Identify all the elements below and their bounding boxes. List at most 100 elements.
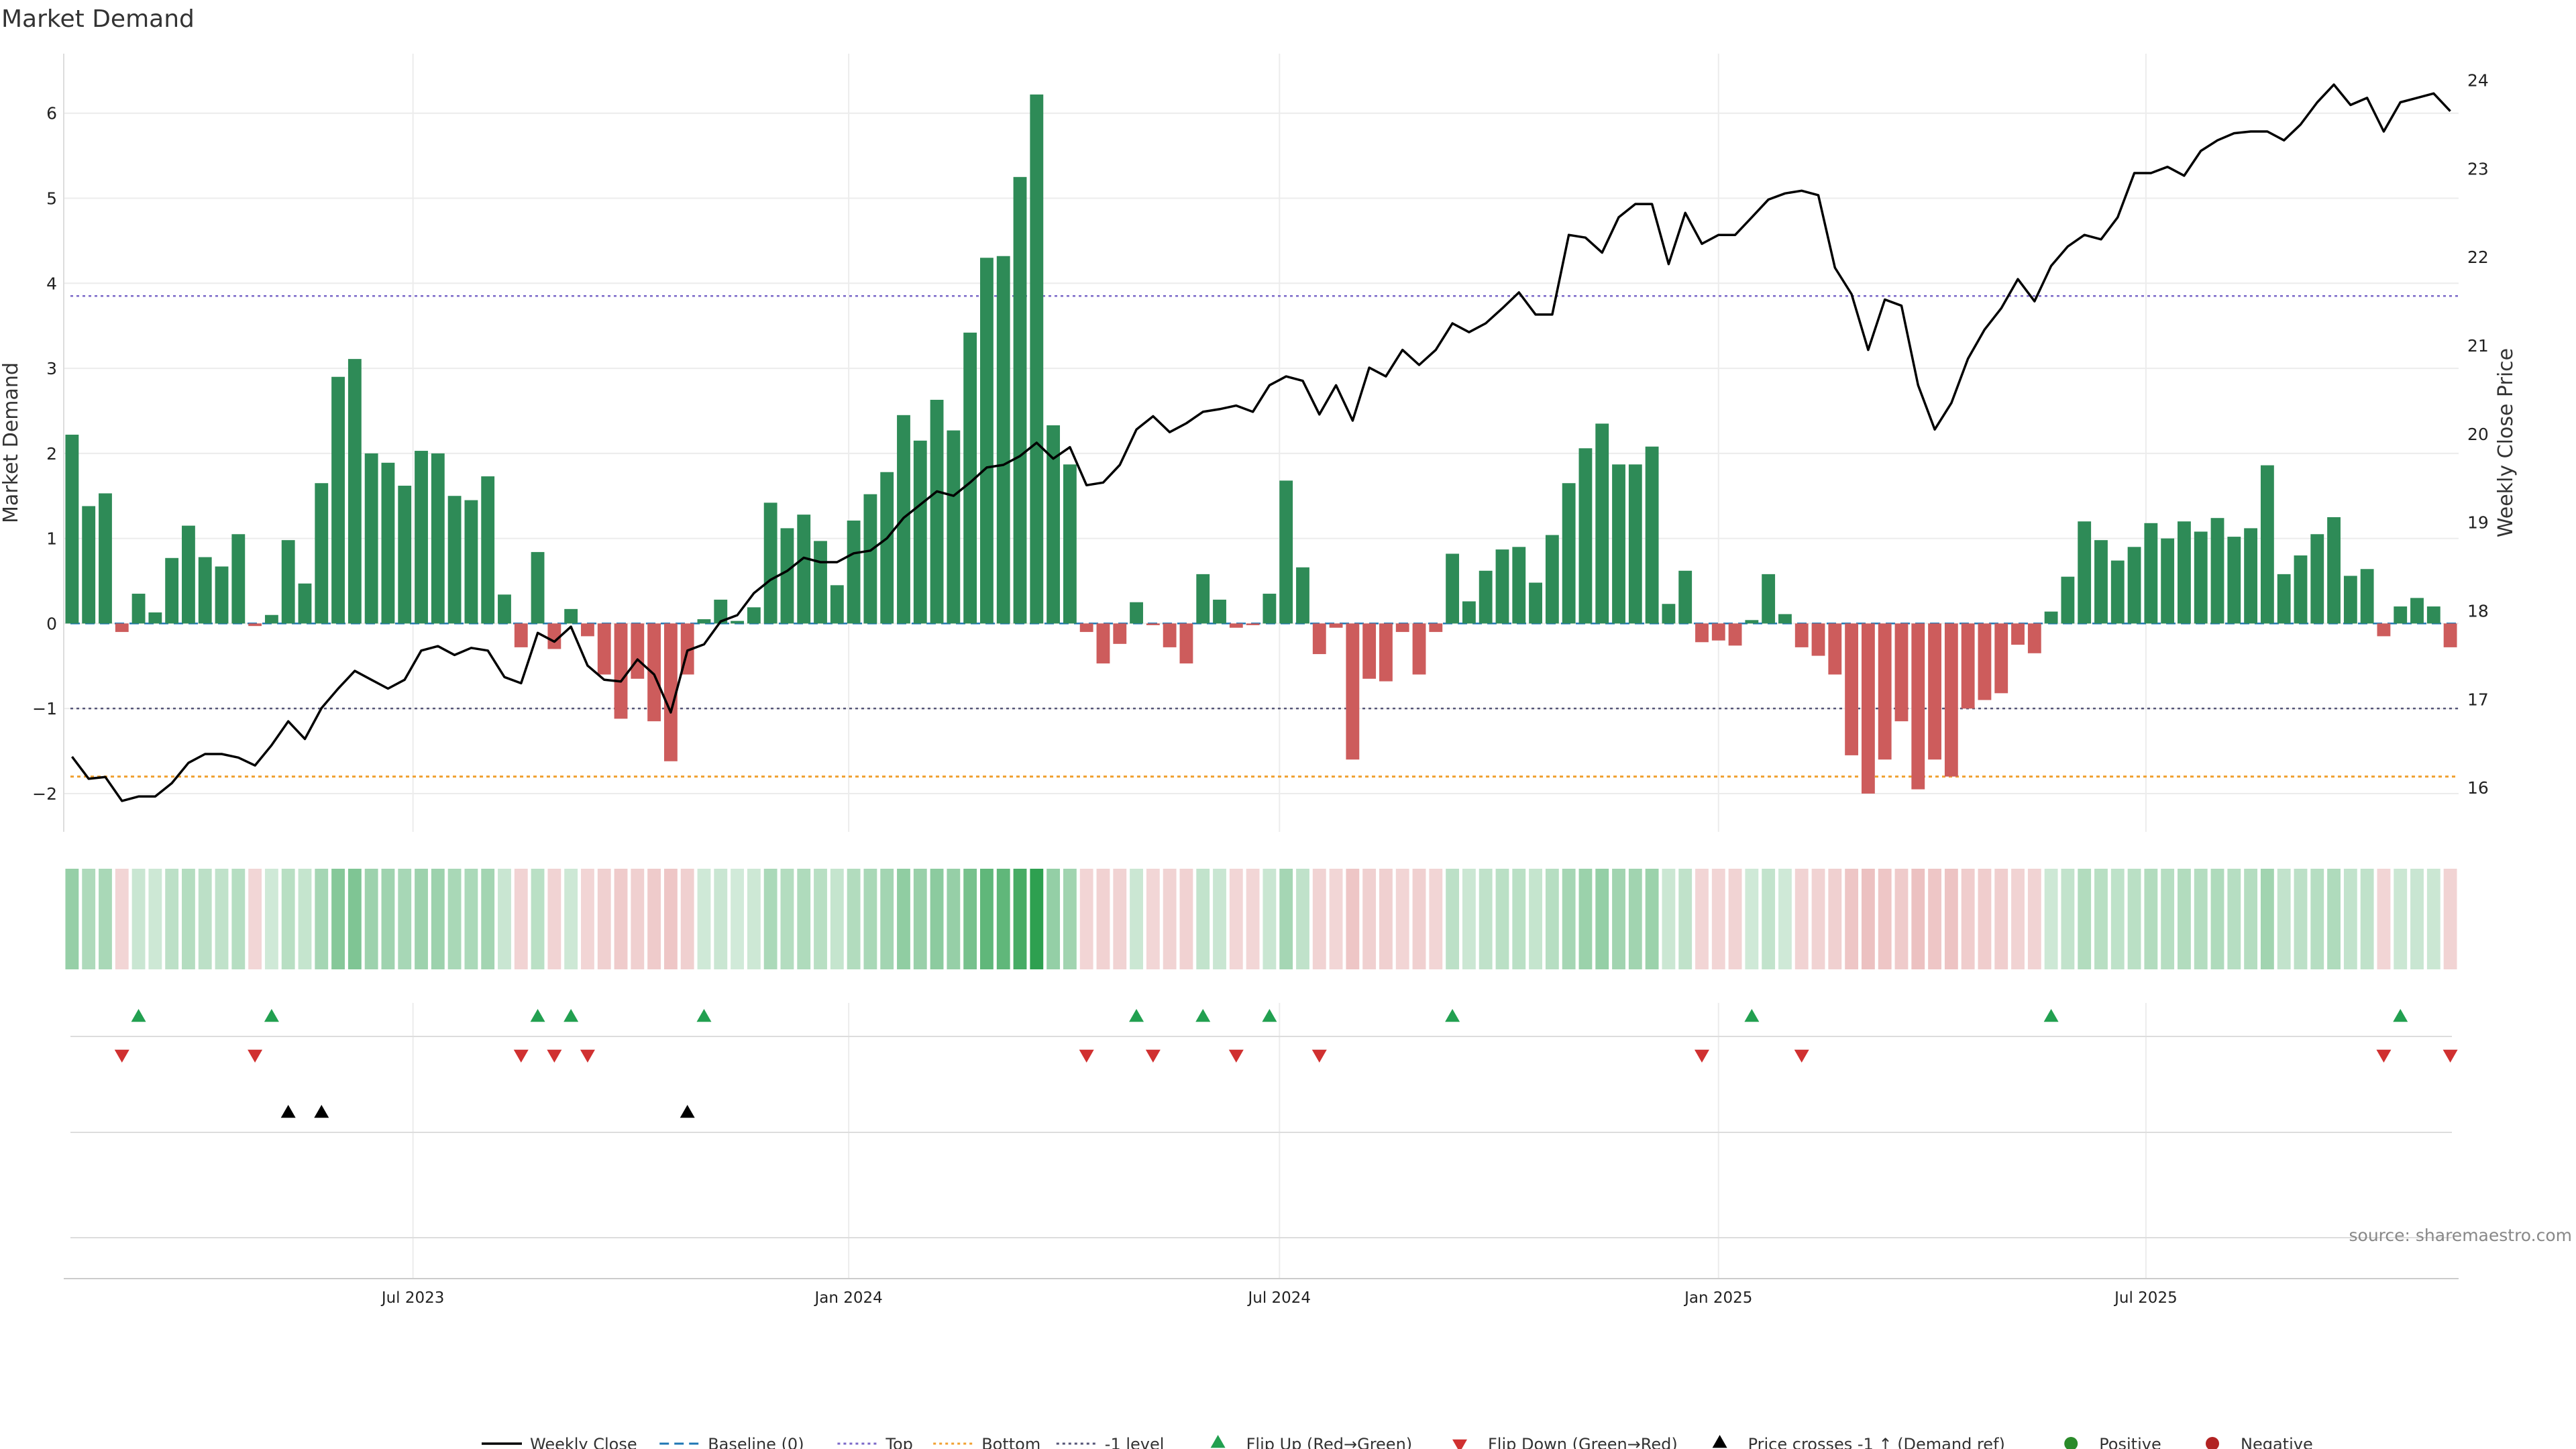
strip-cell: [2161, 869, 2175, 969]
strip-cell: [747, 869, 761, 969]
weekly-close-line: [71, 83, 2451, 802]
strip-cell: [2343, 869, 2357, 969]
flip-down-marker: [513, 1049, 529, 1063]
demand-bar: [1296, 567, 1309, 624]
demand-bar: [2061, 576, 2075, 624]
demand-bar: [2011, 623, 2025, 645]
demand-bar: [1030, 94, 1044, 624]
flip-down-marker: [1228, 1049, 1244, 1063]
demand-bar: [1978, 623, 1992, 700]
strip-cell: [1329, 869, 1343, 969]
strip-cell: [1395, 869, 1409, 969]
x-axis: Jul 2023 Jan 2024 Jul 2024 Jan 2025 Jul 2025: [64, 1278, 2459, 1307]
strip-cell: [1845, 869, 1859, 969]
strip-cell: [82, 869, 96, 969]
strip-cell: [1246, 869, 1260, 969]
demand-bar: [381, 462, 395, 624]
demand-bar: [1894, 623, 1909, 722]
demand-bar: [1163, 623, 1177, 647]
source-note: source: sharemaestro.com: [2349, 1226, 2573, 1245]
legend-item-flip_up: Flip Up (Red→Green): [1210, 1435, 1413, 1449]
demand-bar: [315, 483, 329, 624]
demand-bar: [1130, 602, 1143, 624]
price-cross-marker: [280, 1105, 296, 1118]
strip-cell: [1794, 869, 1809, 969]
strip-cell: [1412, 869, 1426, 969]
demand-bar: [215, 566, 229, 624]
strip-cell: [431, 869, 445, 969]
strip-cell: [797, 869, 811, 969]
demand-bar: [2127, 547, 2141, 624]
strip-cell: [663, 869, 678, 969]
strip-cell: [2127, 869, 2141, 969]
demand-bar: [2161, 538, 2175, 624]
y2-tick-label: 22: [2467, 248, 2489, 267]
demand-bar: [1329, 623, 1343, 628]
demand-bar: [1013, 176, 1027, 624]
demand-bar: [1196, 574, 1210, 624]
demand-bar: [814, 541, 827, 624]
flip-up-marker: [264, 1009, 279, 1022]
legend-item-price: Weekly Close: [482, 1435, 637, 1449]
demand-bar: [963, 332, 977, 624]
strip-cell: [2294, 869, 2308, 969]
strip-cell: [2394, 869, 2408, 969]
strip-cell: [1878, 869, 1892, 969]
strip-cell: [2061, 869, 2075, 969]
demand-bar: [564, 608, 578, 624]
demand-bar: [1312, 623, 1326, 655]
strip-cell: [298, 869, 312, 969]
demand-bar: [231, 534, 246, 624]
strip-cell: [1312, 869, 1326, 969]
strip-cell: [514, 869, 528, 969]
demand-bar: [980, 258, 994, 624]
strip-cell: [215, 869, 229, 969]
legend-label: Positive: [2099, 1435, 2161, 1449]
legend-label: Negative: [2241, 1435, 2313, 1449]
y-tick-label: 4: [46, 274, 57, 293]
demand-bar: [714, 599, 728, 624]
demand-bar: [2227, 537, 2241, 624]
strip-cell: [830, 869, 844, 969]
legend-label: Flip Down (Green→Red): [1488, 1435, 1678, 1449]
strip-cell: [198, 869, 212, 969]
legend-label: Bottom: [981, 1435, 1040, 1449]
demand-bar: [1944, 623, 1958, 777]
legend-label: Top: [885, 1435, 913, 1449]
strip-cell: [2327, 869, 2341, 969]
strip-cell: [1446, 869, 1460, 969]
demand-strip: [65, 869, 2457, 969]
demand-bar: [2144, 523, 2158, 624]
demand-bar: [2394, 606, 2408, 624]
demand-bar: [1578, 448, 1593, 624]
strip-cell: [364, 869, 378, 969]
demand-bar: [2110, 560, 2125, 624]
strip-cell: [897, 869, 910, 969]
strip-cell: [1263, 869, 1277, 969]
strip-cell: [581, 869, 594, 969]
demand-bar: [2210, 518, 2224, 624]
strip-cell: [1362, 869, 1377, 969]
demand-bar: [1113, 623, 1127, 644]
legend-label: Flip Up (Red→Green): [1246, 1435, 1413, 1449]
strip-cell: [2377, 869, 2391, 969]
strip-cell: [597, 869, 611, 969]
demand-bar: [347, 359, 362, 624]
y2-tick-label: 18: [2467, 601, 2489, 621]
demand-bar: [1745, 620, 1759, 624]
flip-up-marker: [2043, 1009, 2059, 1022]
strip-cell: [714, 869, 728, 969]
flip-up-marker: [696, 1009, 712, 1022]
strip-cell: [1994, 869, 2008, 969]
demand-bar: [1828, 623, 1842, 675]
level-lines: [70, 295, 2459, 778]
strip-cell: [2210, 869, 2224, 969]
demand-bar: [1928, 623, 1941, 760]
y2-tick-label: 23: [2467, 159, 2489, 178]
flip-down-marker: [2376, 1049, 2392, 1063]
demand-bar: [1246, 623, 1260, 625]
demand-bar: [763, 502, 777, 624]
x-tick-label: Jan 2024: [814, 1289, 883, 1307]
strip-cell: [847, 869, 861, 969]
strip-cell: [415, 869, 428, 969]
